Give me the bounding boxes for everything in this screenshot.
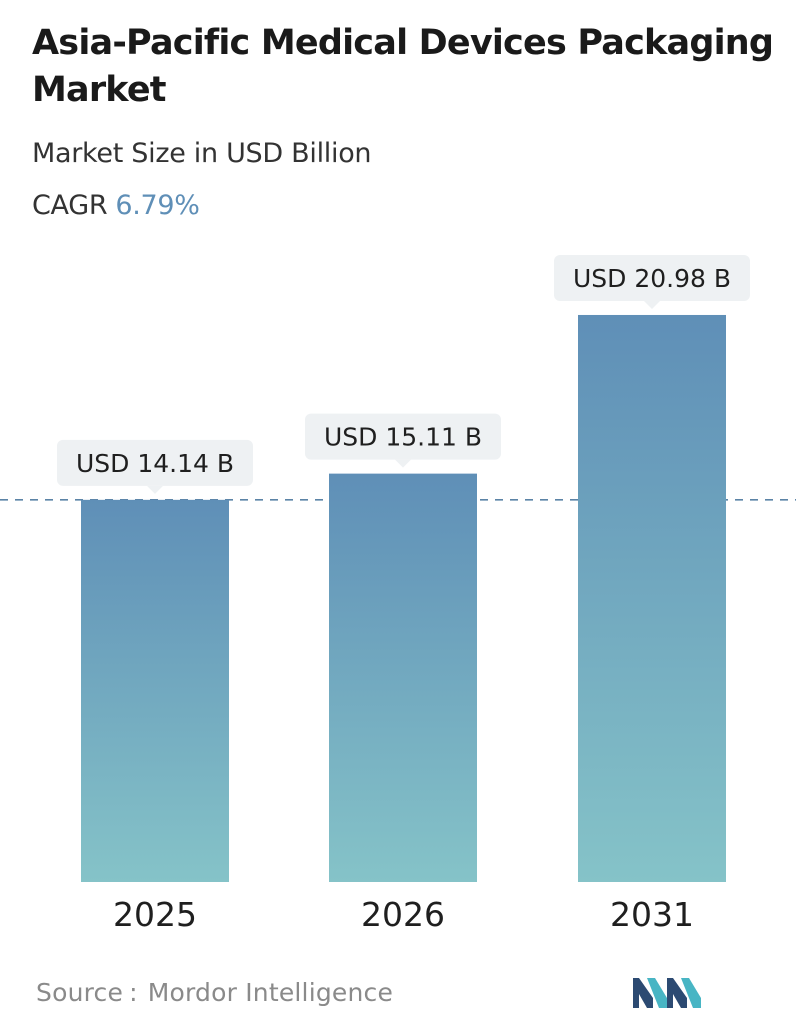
cagr-label: CAGR — [32, 190, 108, 221]
source-separator: : — [129, 978, 138, 1007]
data-label-2031: USD 20.98 B — [554, 254, 750, 309]
x-tick-label-2026: 2026 — [361, 895, 445, 934]
data-label-bubble — [554, 254, 750, 301]
data-label-text: USD 14.14 B — [76, 449, 234, 478]
bar-2025 — [81, 499, 229, 882]
data-label-text: USD 15.11 B — [324, 423, 482, 452]
data-label-bubble — [305, 413, 501, 460]
source-credit: Source: Mordor Intelligence — [36, 978, 393, 1007]
data-label-pointer — [644, 300, 660, 309]
mordor-intelligence-logo-icon — [633, 978, 701, 1008]
source-name: Mordor Intelligence — [147, 978, 394, 1007]
source-label: Source — [36, 978, 124, 1007]
chart-title: Asia-Pacific Medical Devices Packaging M… — [32, 23, 774, 110]
data-label-text: USD 20.98 B — [573, 264, 731, 293]
chart-subtitle: Market Size in USD Billion — [32, 138, 372, 169]
cagr-row: CAGR 6.79% — [32, 190, 200, 221]
bar-2031 — [578, 314, 726, 882]
data-label-bubble — [57, 439, 253, 486]
bar-2026 — [329, 473, 477, 882]
x-tick-label-2031: 2031 — [610, 895, 694, 934]
data-label-pointer — [147, 485, 163, 494]
x-tick-label-2025: 2025 — [113, 895, 197, 934]
bars-group — [81, 314, 726, 882]
cagr-value: 6.79% — [115, 190, 200, 221]
data-label-2026: USD 15.11 B — [305, 413, 501, 468]
data-label-pointer — [395, 459, 411, 468]
data-label-2025: USD 14.14 B — [57, 439, 253, 494]
data-labels-group: USD 14.14 B USD 15.11 B USD 20.98 B — [57, 254, 750, 494]
x-axis-tick-labels: 2025 2026 2031 — [113, 895, 694, 934]
